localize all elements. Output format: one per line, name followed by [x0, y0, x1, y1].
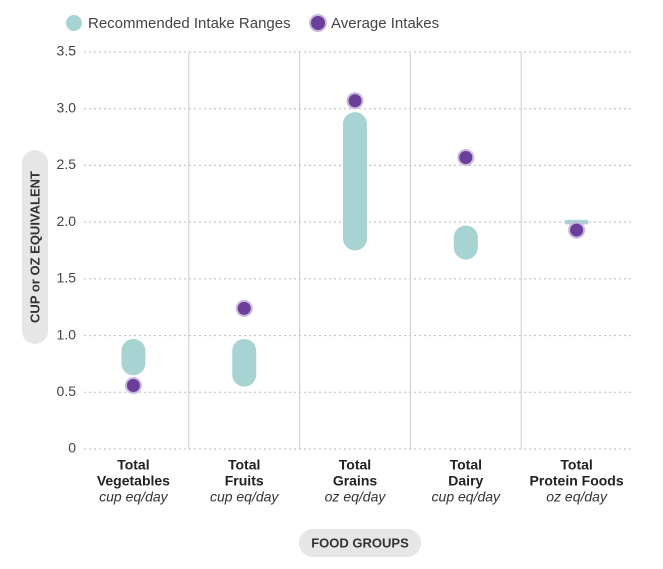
y-tick-label: 3.0 — [57, 99, 77, 115]
legend-label: Recommended Intake Ranges — [88, 15, 291, 32]
x-tick-unit: cup eq/day — [210, 489, 279, 505]
x-axis-label: FOOD GROUPS — [311, 535, 409, 550]
x-tick-label: Total — [450, 457, 482, 473]
y-axis-label: CUP or OZ EQUIVALENT — [27, 171, 42, 323]
x-tick-label: Grains — [333, 473, 378, 489]
average-dot — [457, 148, 475, 166]
y-tick-label: 0 — [68, 440, 76, 456]
x-label-pill — [299, 529, 421, 557]
y-tick-label: 3.5 — [57, 43, 77, 59]
legend-swatch — [66, 15, 82, 31]
y-label-pill — [22, 150, 48, 344]
average-dot — [235, 299, 253, 317]
average-dot — [568, 221, 586, 239]
range-bar — [232, 338, 257, 387]
x-tick-label: Vegetables — [97, 473, 170, 489]
y-tick-label: 0.5 — [57, 383, 77, 399]
average-dot — [124, 376, 142, 394]
average-dot — [346, 92, 364, 110]
y-tick-label: 2.5 — [57, 156, 77, 172]
range-bar — [453, 225, 478, 260]
x-tick-unit: oz eq/day — [546, 489, 608, 505]
y-tick-label: 1.0 — [57, 326, 77, 342]
x-tick-label: Total — [228, 457, 260, 473]
x-tick-label: Total — [560, 457, 592, 473]
range-bar — [121, 338, 146, 376]
x-tick-label: Protein Foods — [530, 473, 624, 489]
x-tick-unit: cup eq/day — [99, 489, 168, 505]
x-tick-label: Dairy — [448, 473, 483, 489]
x-tick-label: Fruits — [225, 473, 264, 489]
y-tick-label: 1.5 — [57, 270, 77, 286]
x-tick-unit: oz eq/day — [325, 489, 387, 505]
range-bar — [343, 112, 367, 251]
x-tick-label: Total — [339, 457, 371, 473]
x-tick-label: Total — [117, 457, 149, 473]
y-tick-label: 2.0 — [57, 213, 77, 229]
legend-label: Average Intakes — [331, 15, 439, 32]
x-tick-unit: cup eq/day — [432, 489, 501, 505]
legend-swatch — [309, 14, 327, 32]
